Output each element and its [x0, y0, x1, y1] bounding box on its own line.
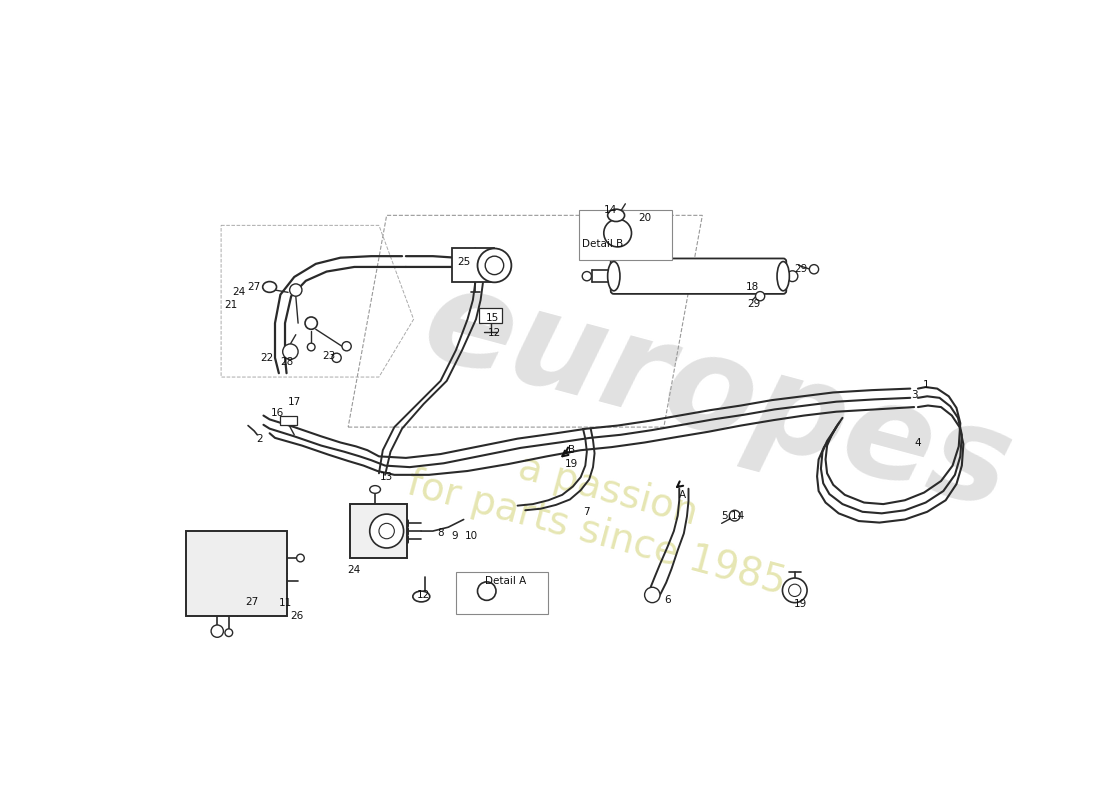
Text: 29: 29	[794, 264, 807, 274]
Text: 22: 22	[261, 353, 274, 363]
Text: 13: 13	[379, 472, 394, 482]
Circle shape	[810, 265, 818, 274]
Bar	[452, 249, 495, 282]
Text: 23: 23	[322, 351, 335, 362]
Text: 19: 19	[794, 599, 807, 610]
Text: Detail B: Detail B	[582, 239, 623, 249]
Text: 19: 19	[564, 459, 579, 469]
Text: a passion
for parts since 1985: a passion for parts since 1985	[403, 422, 802, 602]
Text: 27: 27	[245, 597, 258, 607]
Circle shape	[226, 629, 233, 637]
Text: europes: europes	[410, 257, 1025, 535]
Circle shape	[582, 271, 592, 281]
Text: A: A	[679, 490, 686, 500]
Bar	[455, 572, 548, 614]
FancyBboxPatch shape	[610, 258, 786, 294]
Text: 3: 3	[911, 390, 917, 400]
Circle shape	[477, 582, 496, 600]
Circle shape	[378, 523, 394, 538]
Bar	[350, 504, 407, 558]
Circle shape	[283, 344, 298, 359]
Text: 1: 1	[922, 380, 930, 390]
Bar	[480, 308, 502, 323]
Ellipse shape	[607, 209, 625, 222]
Text: 27: 27	[248, 282, 261, 292]
Circle shape	[782, 578, 807, 602]
Ellipse shape	[777, 262, 790, 291]
Circle shape	[305, 317, 318, 330]
Text: 7: 7	[583, 507, 591, 517]
Circle shape	[756, 291, 764, 301]
Circle shape	[297, 554, 305, 562]
Text: 18: 18	[746, 282, 759, 292]
Circle shape	[604, 219, 631, 247]
Ellipse shape	[607, 262, 620, 291]
Text: 5,14: 5,14	[722, 510, 745, 521]
Circle shape	[645, 587, 660, 602]
Circle shape	[342, 342, 351, 351]
Bar	[580, 210, 671, 260]
Text: 26: 26	[290, 610, 304, 621]
Circle shape	[332, 353, 341, 362]
Bar	[280, 415, 297, 425]
Circle shape	[370, 514, 404, 548]
Text: 11: 11	[278, 598, 292, 608]
Text: 14: 14	[603, 205, 617, 215]
Circle shape	[788, 270, 798, 282]
Text: 15: 15	[486, 313, 499, 322]
Text: 20: 20	[638, 213, 651, 222]
Circle shape	[211, 625, 223, 638]
Text: 25: 25	[456, 257, 471, 266]
Text: 16: 16	[271, 408, 284, 418]
Text: 6: 6	[664, 595, 671, 606]
Text: Detail A: Detail A	[485, 576, 527, 586]
Bar	[186, 531, 286, 616]
Text: 24: 24	[232, 287, 245, 298]
Text: 12: 12	[417, 590, 430, 600]
Text: 9: 9	[451, 531, 458, 542]
Circle shape	[307, 343, 315, 351]
Text: B: B	[568, 445, 575, 455]
Text: 21: 21	[224, 301, 238, 310]
Text: 2: 2	[256, 434, 263, 444]
Ellipse shape	[263, 282, 276, 292]
Text: 8: 8	[437, 528, 444, 538]
Text: 17: 17	[287, 398, 301, 407]
Text: 29: 29	[747, 299, 760, 309]
Text: 12: 12	[487, 328, 502, 338]
Ellipse shape	[412, 591, 430, 602]
Circle shape	[485, 256, 504, 274]
Circle shape	[729, 510, 740, 521]
Circle shape	[289, 284, 301, 296]
Text: 24: 24	[348, 565, 361, 574]
Text: 10: 10	[465, 531, 477, 542]
Text: 28: 28	[279, 357, 294, 366]
Circle shape	[477, 249, 512, 282]
Circle shape	[789, 584, 801, 597]
Ellipse shape	[370, 486, 381, 494]
Text: 4: 4	[914, 438, 922, 447]
